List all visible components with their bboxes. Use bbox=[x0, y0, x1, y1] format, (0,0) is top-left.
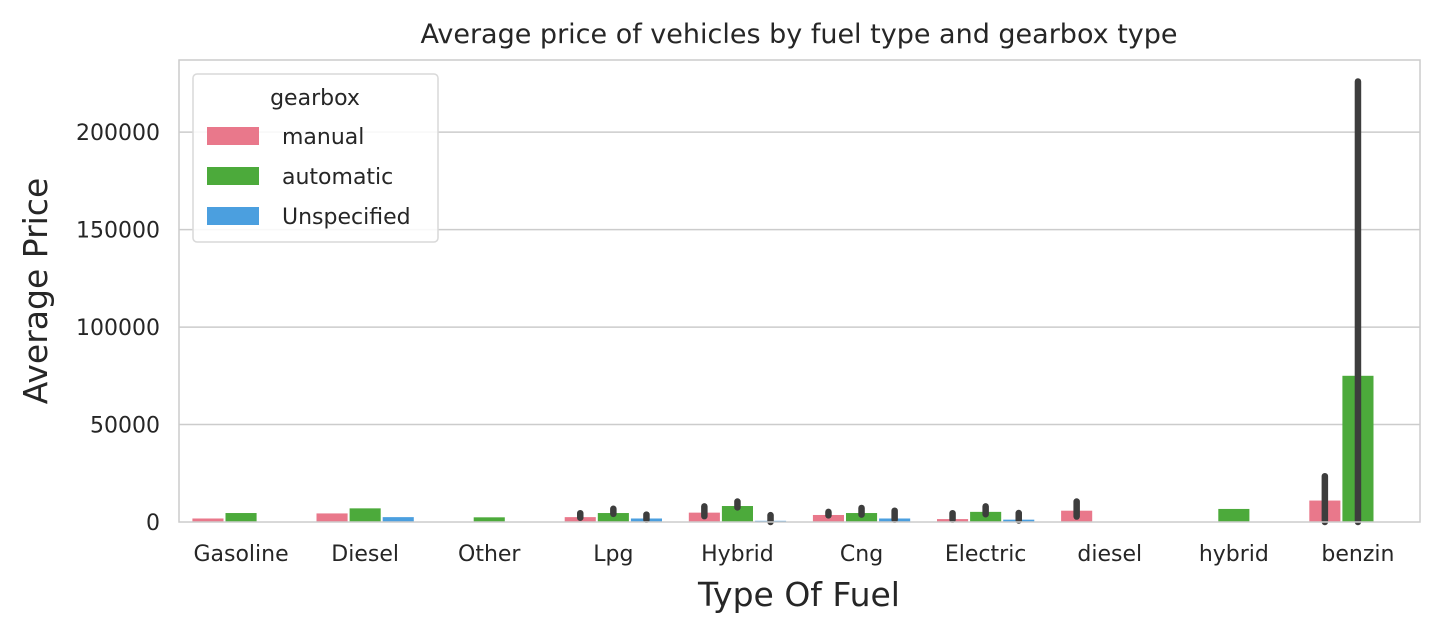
legend-label-automatic: automatic bbox=[282, 165, 393, 190]
error-bars bbox=[577, 78, 1362, 526]
y-tick-label: 200000 bbox=[76, 121, 160, 146]
y-tick-label: 50000 bbox=[90, 414, 160, 439]
legend-swatch-automatic bbox=[207, 167, 259, 185]
x-tick-label: Other bbox=[458, 542, 521, 567]
y-axis-label: Average Price bbox=[16, 178, 55, 405]
bar-automatic-other bbox=[473, 517, 505, 522]
x-tick-label: Electric bbox=[945, 542, 1027, 567]
y-tick-labels: 0 50000 100000 150000 200000 bbox=[76, 121, 160, 536]
x-tick-label: hybrid bbox=[1199, 542, 1269, 567]
bar-automatic-lpg bbox=[597, 513, 629, 522]
bar-manual-gasoline bbox=[192, 518, 224, 522]
y-tick-label: 100000 bbox=[76, 316, 160, 341]
legend-box bbox=[192, 73, 439, 243]
chart-title: Average price of vehicles by fuel type a… bbox=[420, 19, 1177, 50]
legend: gearbox manual automatic Unspecified bbox=[192, 73, 439, 243]
legend-label-manual: manual bbox=[282, 125, 364, 150]
x-tick-label: benzin bbox=[1321, 542, 1394, 567]
bar-automatic-diesel bbox=[349, 508, 381, 522]
x-tick-label: Gasoline bbox=[193, 542, 288, 567]
bar-automatic-hybrid bbox=[721, 506, 753, 522]
x-tick-label: Cng bbox=[840, 542, 883, 567]
legend-items: manual automatic Unspecified bbox=[207, 125, 411, 230]
legend-title: gearbox bbox=[270, 86, 360, 111]
x-tick-label: diesel bbox=[1077, 542, 1142, 567]
plot-frame bbox=[178, 59, 1421, 523]
x-tick-label: Hybrid bbox=[701, 542, 774, 567]
y-tick-label: 0 bbox=[146, 511, 160, 536]
x-axis-label: Type Of Fuel bbox=[697, 575, 900, 614]
bar-manual-diesel bbox=[316, 513, 348, 522]
legend-label-unspecified: Unspecified bbox=[282, 205, 411, 230]
x-tick-label: Lpg bbox=[593, 542, 633, 567]
bar-automatic-hybrid bbox=[1218, 508, 1250, 522]
x-tick-labels: Gasoline Diesel Other Lpg Hybrid Cng Electric d… bbox=[193, 542, 1394, 567]
bar-unspecified-diesel bbox=[382, 517, 414, 522]
x-tick-label: Diesel bbox=[331, 542, 399, 567]
legend-swatch-unspecified bbox=[207, 207, 259, 225]
legend-swatch-manual bbox=[207, 127, 259, 145]
bar-automatic-gasoline bbox=[225, 513, 257, 522]
y-tick-label: 150000 bbox=[76, 219, 160, 244]
